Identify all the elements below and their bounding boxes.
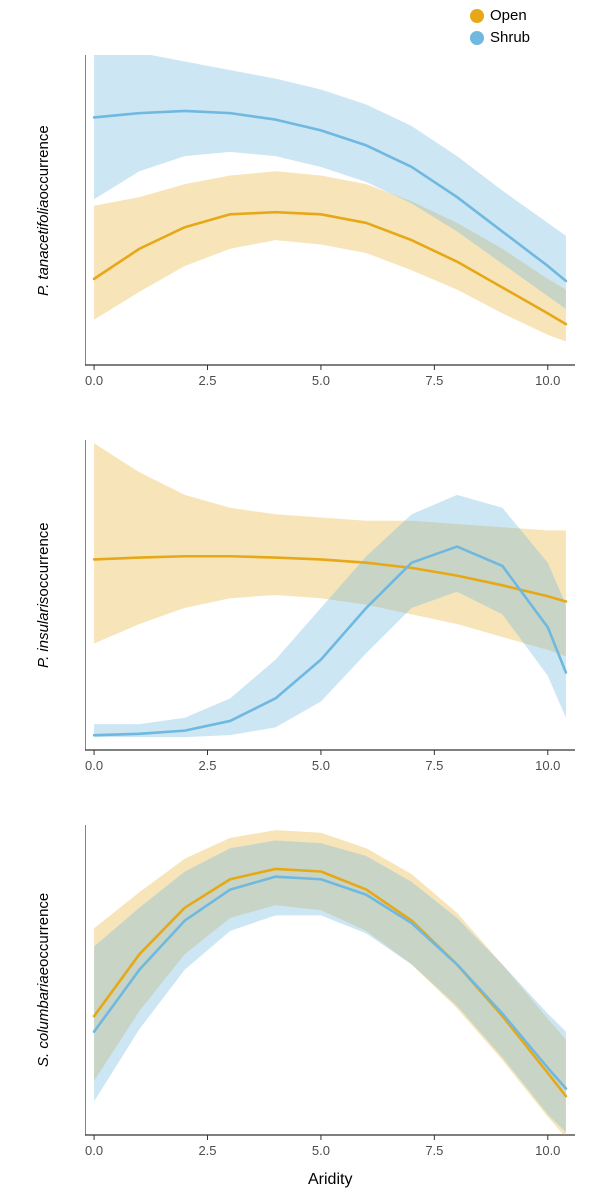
legend-label: Shrub	[490, 28, 530, 48]
y-axis-title-italic: S. columbariae	[35, 967, 52, 1067]
chart-panel: 0.00.20.40.60.02.55.07.510.0	[85, 55, 575, 395]
x-tick-label: 10.0	[535, 373, 560, 388]
legend: OpenShrub	[470, 6, 530, 50]
x-tick-label: 10.0	[535, 758, 560, 773]
x-tick-label: 7.5	[425, 758, 443, 773]
chart-svg: 0.00.20.40.60.02.55.07.510.0	[85, 55, 575, 395]
chart-panel: 0.10.20.30.40.02.55.07.510.0	[85, 440, 575, 780]
legend-swatch	[470, 31, 484, 45]
x-tick-label: 5.0	[312, 758, 330, 773]
legend-swatch	[470, 9, 484, 23]
chart-panel: 0.20.40.60.02.55.07.510.0	[85, 825, 575, 1165]
x-tick-label: 0.0	[85, 373, 103, 388]
y-axis-title-suffix: occurrence	[35, 522, 52, 596]
legend-item: Open	[470, 6, 530, 26]
x-tick-label: 7.5	[425, 1143, 443, 1158]
y-axis-title-italic: P. tanacetifolia	[35, 199, 52, 295]
legend-label: Open	[490, 6, 527, 26]
y-axis-title-italic: P. insularis	[35, 597, 52, 668]
x-tick-label: 2.5	[198, 758, 216, 773]
y-axis-title-suffix: occurrence	[35, 893, 52, 967]
x-tick-label: 2.5	[198, 1143, 216, 1158]
x-axis-title: Aridity	[308, 1171, 352, 1189]
x-tick-label: 5.0	[312, 1143, 330, 1158]
chart-svg: 0.10.20.30.40.02.55.07.510.0	[85, 440, 575, 780]
x-tick-label: 10.0	[535, 1143, 560, 1158]
x-tick-label: 7.5	[425, 373, 443, 388]
y-axis-title: S. columbariaeoccurrence	[35, 893, 52, 1067]
x-tick-label: 0.0	[85, 1143, 103, 1158]
chart-svg: 0.20.40.60.02.55.07.510.0	[85, 825, 575, 1165]
figure-container: OpenShrub 0.00.20.40.60.02.55.07.510.0P.…	[0, 0, 605, 1200]
x-tick-label: 0.0	[85, 758, 103, 773]
y-axis-title-suffix: occurrence	[35, 125, 52, 199]
legend-item: Shrub	[470, 28, 530, 48]
y-axis-title: P. insularisoccurrence	[35, 522, 52, 668]
x-tick-label: 5.0	[312, 373, 330, 388]
x-tick-label: 2.5	[198, 373, 216, 388]
y-axis-title: P. tanacetifoliaoccurrence	[35, 125, 52, 296]
